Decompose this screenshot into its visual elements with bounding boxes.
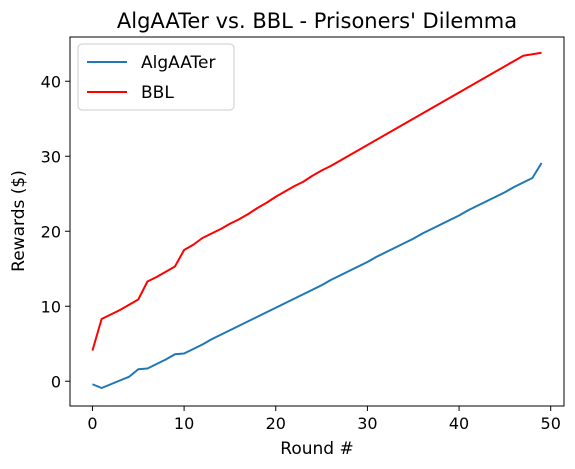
- y-axis-label: Rewards ($): [9, 170, 29, 272]
- x-axis-label: Round #: [280, 439, 353, 459]
- legend-label-bbl: BBL: [141, 83, 174, 103]
- legend-box: [77, 43, 235, 111]
- series-layer: [91, 51, 543, 389]
- y-tick-label: 30: [41, 147, 61, 166]
- x-axis-ticks: 0 10 20 30 40 50: [87, 406, 561, 433]
- y-tick-label: 10: [41, 297, 61, 316]
- y-axis-ticks: 0 10 20 30 40: [41, 72, 70, 391]
- y-tick-label: 40: [41, 72, 61, 91]
- x-tick-label: 40: [449, 414, 469, 433]
- x-tick-label: 10: [174, 414, 194, 433]
- chart-title: AlgAATer vs. BBL - Prisoners' Dilemma: [117, 9, 517, 33]
- x-tick-label: 0: [87, 414, 97, 433]
- x-tick-label: 20: [266, 414, 286, 433]
- legend-label-algaater: AlgAATer: [141, 53, 216, 73]
- y-tick-label: 20: [41, 222, 61, 241]
- x-tick-label: 30: [357, 414, 377, 433]
- series-line-algaater: [92, 162, 543, 389]
- y-tick-label: 0: [51, 372, 61, 391]
- legend: AlgAATer BBL: [77, 43, 235, 111]
- series-line-bbl: [91, 51, 542, 351]
- x-tick-label: 50: [541, 414, 561, 433]
